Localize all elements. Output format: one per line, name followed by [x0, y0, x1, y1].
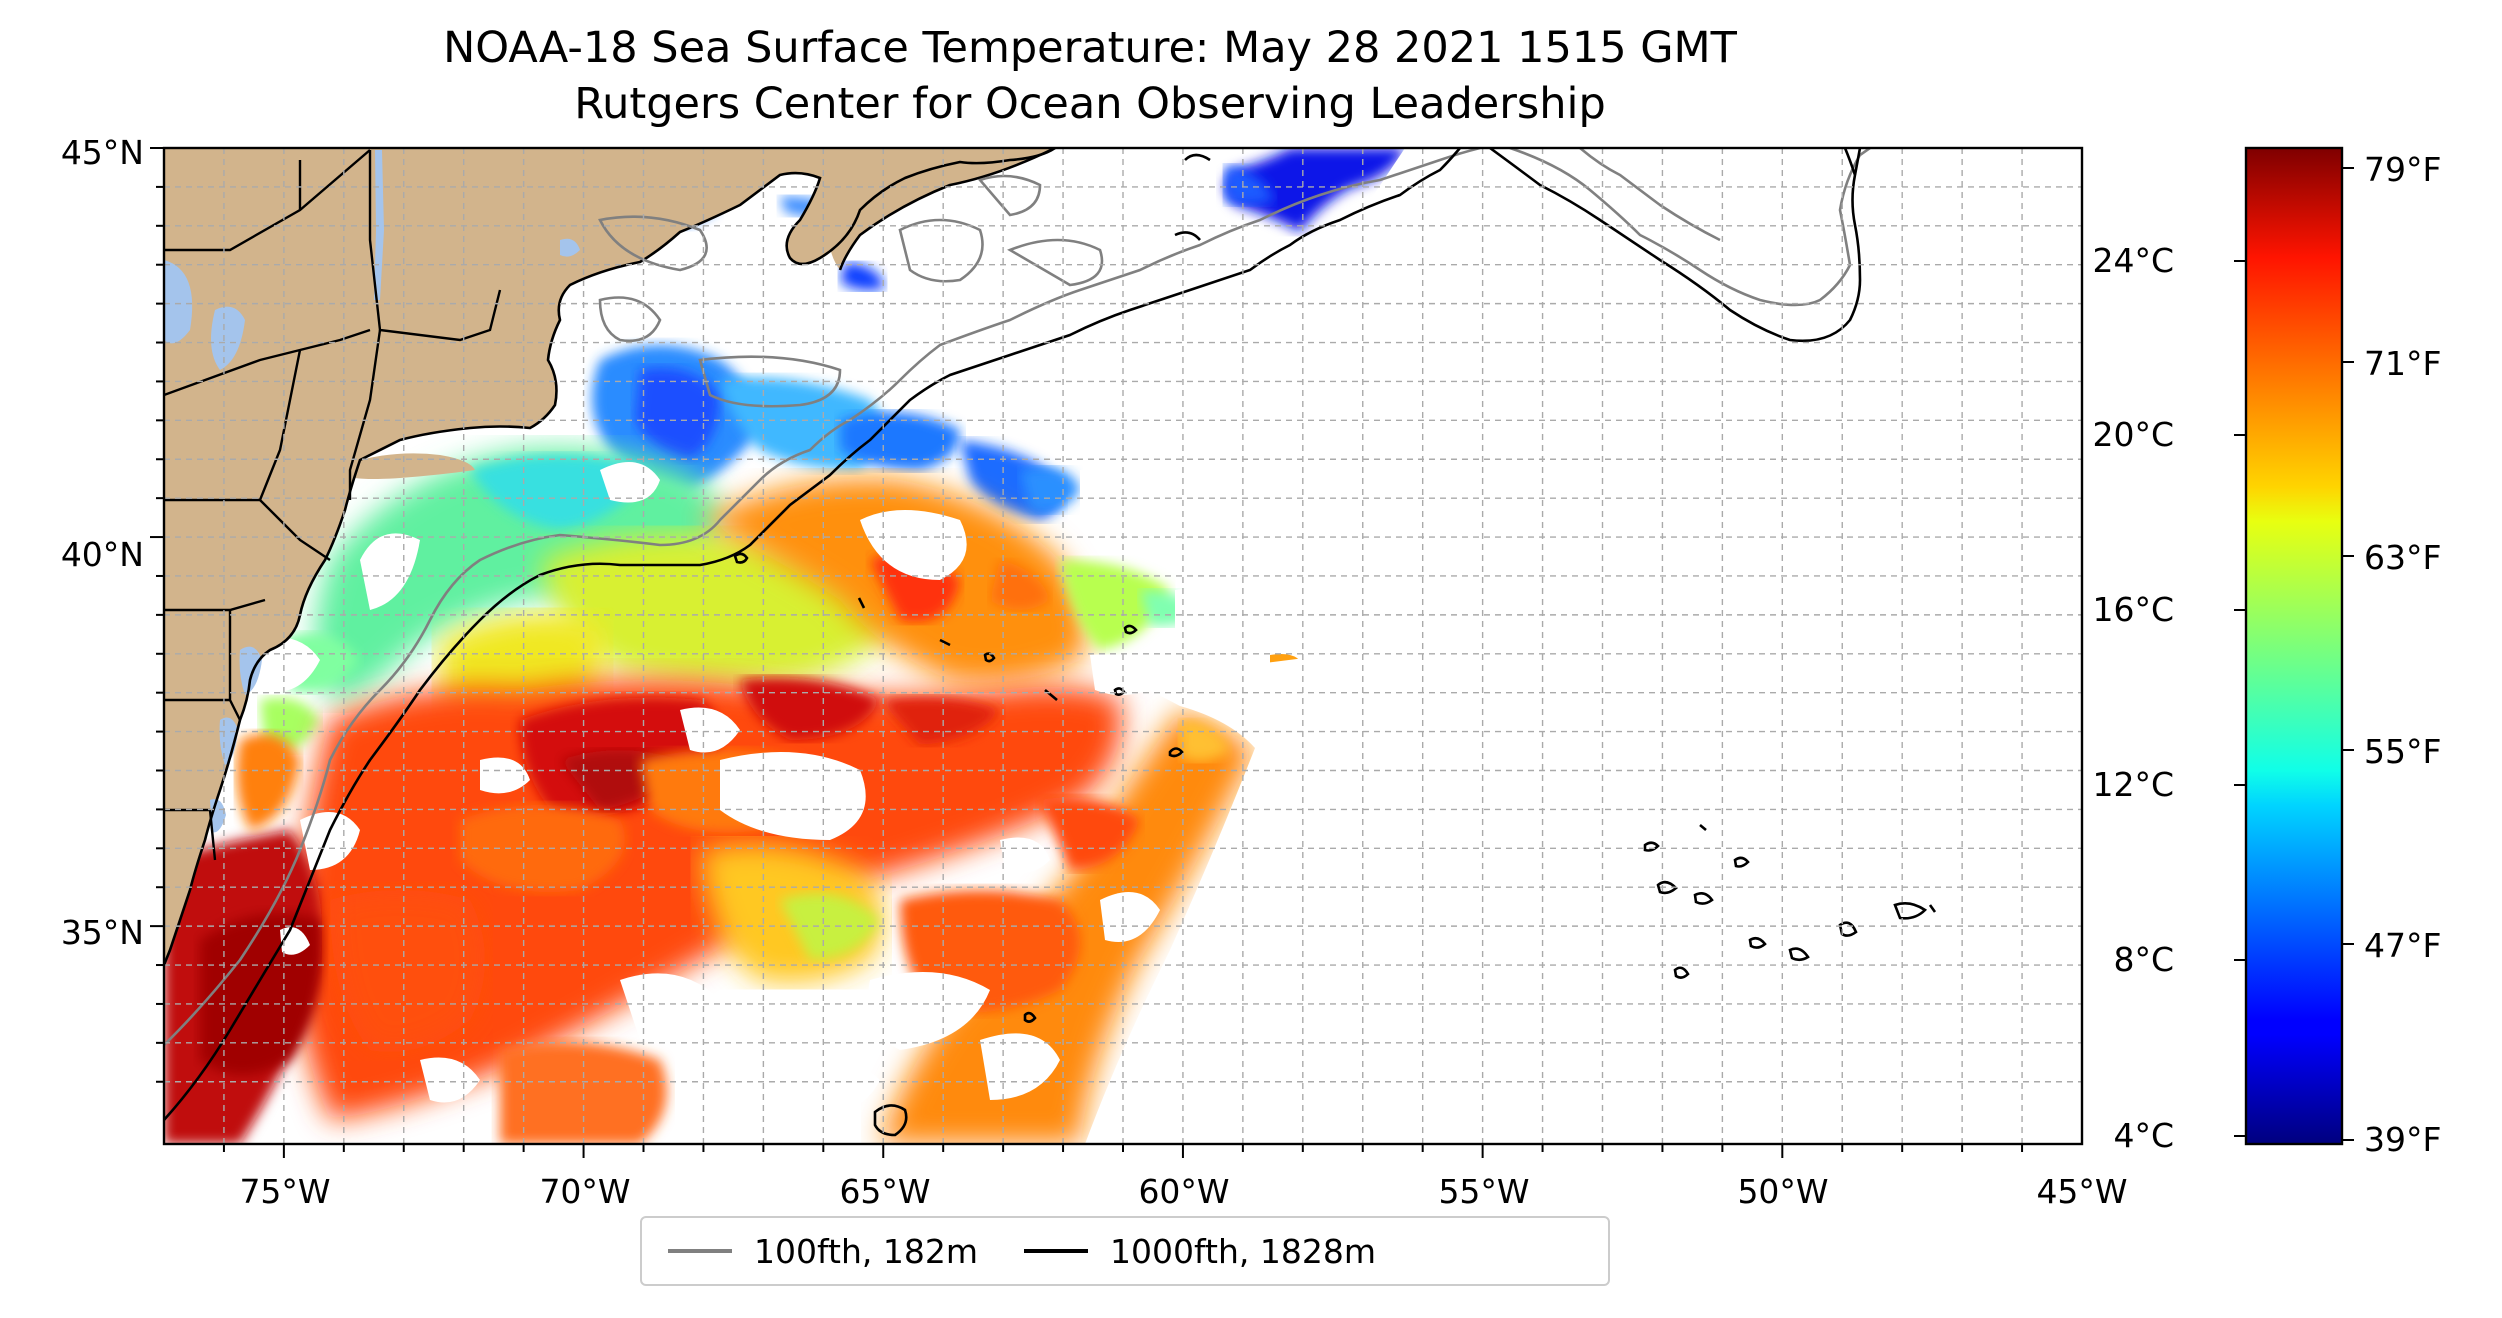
x-tick-label: 60°W	[1138, 1172, 1230, 1211]
y-tick-label: 40°N	[60, 535, 144, 574]
x-tick-label: 75°W	[239, 1172, 331, 1211]
chart-title: NOAA-18 Sea Surface Temperature: May 28 …	[443, 23, 1737, 73]
legend-swatch-gray-line	[668, 1249, 732, 1253]
y-tick-label: 35°N	[60, 913, 144, 952]
legend-item-1000fth: 1000fth, 1828m	[1024, 1232, 1376, 1271]
axis-ticks	[150, 147, 2024, 1158]
chart-subtitle: Rutgers Center for Ocean Observing Leade…	[574, 79, 1606, 129]
colorbar-fahrenheit-label: 55°F	[2364, 732, 2442, 771]
x-tick-label: 65°W	[839, 1172, 931, 1211]
isobath-1000fth	[164, 148, 1937, 1137]
x-tick-label: 70°W	[539, 1172, 631, 1211]
colorbar-celsius-label: 16°C	[2092, 590, 2174, 629]
legend-label: 1000fth, 1828m	[1110, 1231, 1376, 1271]
colorbar-celsius-label: 20°C	[2092, 415, 2174, 454]
colorbar-fahrenheit-label: 47°F	[2364, 926, 2442, 965]
x-tick-label: 50°W	[1737, 1172, 1829, 1211]
coastline	[164, 148, 1056, 966]
x-tick-label: 55°W	[1438, 1172, 1530, 1211]
colorbar-fahrenheit-label: 63°F	[2364, 538, 2442, 577]
colorbar-fahrenheit-label: 39°F	[2364, 1120, 2442, 1159]
legend-item-100fth: 100fth, 182m	[668, 1232, 978, 1271]
colorbar-ticks	[2234, 167, 2354, 1141]
colorbar-fahrenheit-label: 71°F	[2364, 344, 2442, 383]
x-tick-label: 45°W	[2036, 1172, 2128, 1211]
colorbar-celsius-label: 24°C	[2092, 241, 2174, 280]
gridlines	[164, 148, 2082, 1144]
colorbar-celsius-label: 4°C	[2113, 1116, 2174, 1155]
y-tick-label: 45°N	[60, 133, 144, 172]
legend: 100fth, 182m 1000fth, 1828m	[640, 1216, 1610, 1286]
coastline-east	[838, 148, 1056, 271]
legend-swatch-black-line	[1024, 1249, 1088, 1253]
colorbar-celsius-label: 8°C	[2113, 940, 2174, 979]
colorbar-celsius-label: 12°C	[2092, 765, 2174, 804]
legend-label: 100fth, 182m	[754, 1231, 978, 1271]
colorbar	[2244, 146, 2344, 1146]
cloud-mask	[260, 148, 2082, 1144]
colorbar-fahrenheit-label: 79°F	[2364, 150, 2442, 189]
